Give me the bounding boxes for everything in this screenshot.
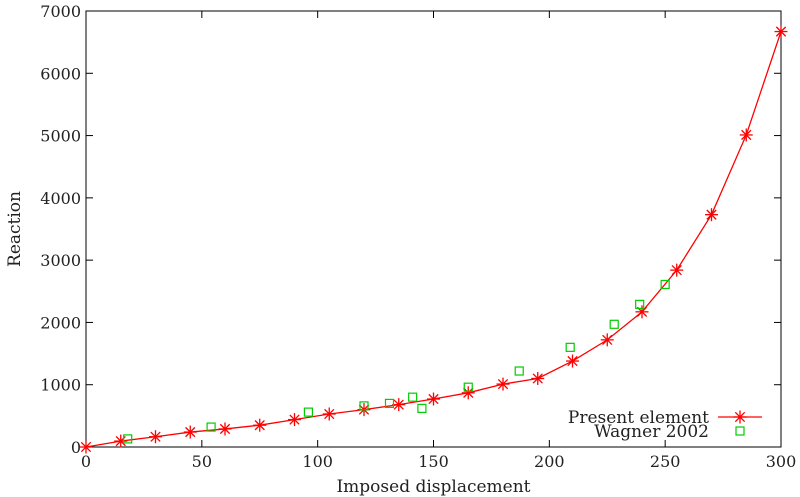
series-1 xyxy=(123,279,670,444)
legend-entry: Wagner 2002 xyxy=(594,422,745,442)
y-tick-label: 6000 xyxy=(40,64,81,83)
y-tick-label: 5000 xyxy=(40,127,81,146)
x-tick-label: 300 xyxy=(766,452,797,471)
data-point xyxy=(635,299,645,309)
legend-entry: Present element xyxy=(568,408,762,428)
data-point xyxy=(565,342,575,352)
data-point xyxy=(253,418,267,432)
data-point xyxy=(359,401,369,411)
x-axis-label: Imposed displacement xyxy=(336,477,530,497)
data-point xyxy=(705,208,718,222)
data-point xyxy=(206,422,216,432)
x-tick-label: 250 xyxy=(650,452,681,471)
data-point xyxy=(123,434,133,444)
data-point xyxy=(670,263,684,277)
data-point xyxy=(288,413,301,427)
data-point xyxy=(463,382,473,392)
data-point xyxy=(635,305,649,319)
legend-label: Present element xyxy=(568,408,709,428)
x-tick-label: 50 xyxy=(192,452,212,471)
data-point xyxy=(496,377,510,391)
x-tick-label: 150 xyxy=(418,452,449,471)
data-point xyxy=(384,398,395,408)
y-tick-label: 7000 xyxy=(40,2,81,21)
data-point xyxy=(774,25,788,39)
y-axis-label: Reaction xyxy=(5,191,25,267)
legend-marker xyxy=(735,426,745,436)
data-point xyxy=(79,440,93,454)
data-point xyxy=(660,279,670,290)
legend-label: Wagner 2002 xyxy=(594,422,709,442)
y-tick-label: 3000 xyxy=(40,251,81,270)
data-point xyxy=(566,354,579,368)
data-point xyxy=(303,407,313,417)
data-point xyxy=(427,392,440,406)
data-point xyxy=(417,403,427,413)
x-tick-label: 100 xyxy=(302,452,333,471)
data-point xyxy=(531,371,545,385)
data-point xyxy=(461,386,475,400)
data-point xyxy=(392,398,406,412)
series-line xyxy=(85,31,782,448)
data-point xyxy=(514,366,524,376)
series-layer xyxy=(79,25,788,454)
data-point xyxy=(218,422,232,436)
data-point xyxy=(739,128,753,142)
series-0 xyxy=(79,25,788,454)
y-tick-label: 0 xyxy=(71,438,81,457)
y-tick-label: 2000 xyxy=(40,313,81,332)
tick-labels: 0 50 100 150 200 250 3000100020003000400050006… xyxy=(40,2,796,471)
data-point xyxy=(600,333,614,347)
data-point xyxy=(609,319,619,329)
legend-marker xyxy=(733,410,747,424)
tick-marks xyxy=(85,10,782,448)
y-tick-label: 1000 xyxy=(40,376,81,395)
data-point xyxy=(408,392,418,402)
plot-frame xyxy=(85,10,782,448)
data-point xyxy=(149,430,162,444)
data-point xyxy=(322,407,336,421)
data-point xyxy=(183,425,197,439)
x-tick-label: 200 xyxy=(534,452,565,471)
data-point xyxy=(114,434,128,448)
x-tick-label: 0 xyxy=(81,452,91,471)
y-tick-label: 4000 xyxy=(40,189,81,208)
